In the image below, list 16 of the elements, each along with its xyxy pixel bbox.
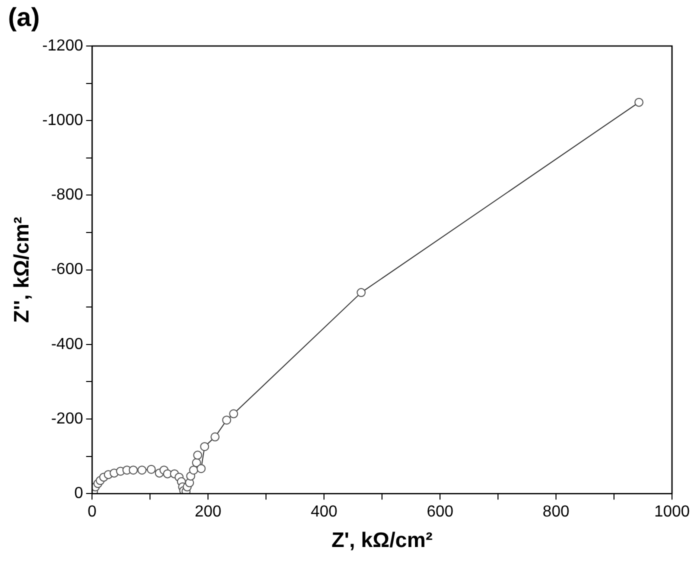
y-tick-label: -800 [51, 186, 84, 204]
x-tick-label: 800 [542, 504, 570, 521]
y-tick-label: -400 [51, 336, 84, 353]
y-tick-label: -600 [51, 261, 84, 278]
x-tick-label: 600 [426, 504, 454, 521]
y-axis-title: Z'', kΩ/cm² [10, 216, 34, 323]
y-tick-label: -1000 [42, 112, 84, 130]
x-tick-label: 1000 [654, 504, 690, 521]
y-tick-label: -1200 [42, 37, 84, 54]
y-tick-label: -200 [51, 410, 84, 428]
text: (a) [8, 2, 40, 32]
x-axis-title: Z', kΩ/cm² [331, 529, 433, 552]
x-tick-label: 400 [310, 504, 338, 521]
x-tick-label: 0 [88, 504, 97, 521]
y-tick-label: 0 [74, 485, 84, 502]
x-tick-label: 200 [194, 504, 222, 521]
